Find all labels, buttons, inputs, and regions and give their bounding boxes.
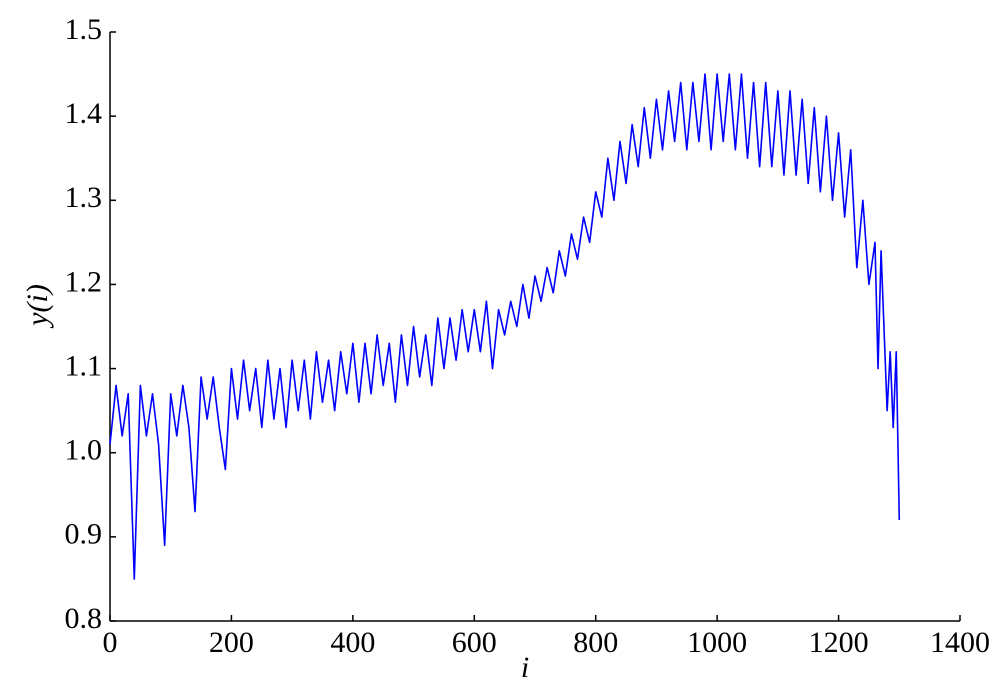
x-axis-label: i <box>521 651 529 684</box>
y-tick-label: 1.3 <box>65 181 103 214</box>
x-tick-label: 600 <box>452 626 497 659</box>
x-tick-label: 800 <box>573 626 618 659</box>
y-tick-label: 0.8 <box>65 602 103 635</box>
x-tick-label: 0 <box>103 626 118 659</box>
y-tick-label: 1.4 <box>65 97 103 130</box>
x-tick-label: 1200 <box>809 626 869 659</box>
x-tick-label: 200 <box>209 626 254 659</box>
y-tick-label: 1.0 <box>65 434 103 467</box>
y-tick-label: 1.1 <box>65 349 103 382</box>
x-tick-label: 400 <box>330 626 375 659</box>
y-tick-label: 1.5 <box>65 13 103 46</box>
x-tick-label: 1400 <box>930 626 990 659</box>
data-line <box>109 73 901 580</box>
y-tick-label: 1.2 <box>65 265 103 298</box>
y-tick-label: 0.9 <box>65 518 103 551</box>
x-tick-label: 1000 <box>687 626 747 659</box>
y-axis-label: y(i) <box>21 284 54 329</box>
